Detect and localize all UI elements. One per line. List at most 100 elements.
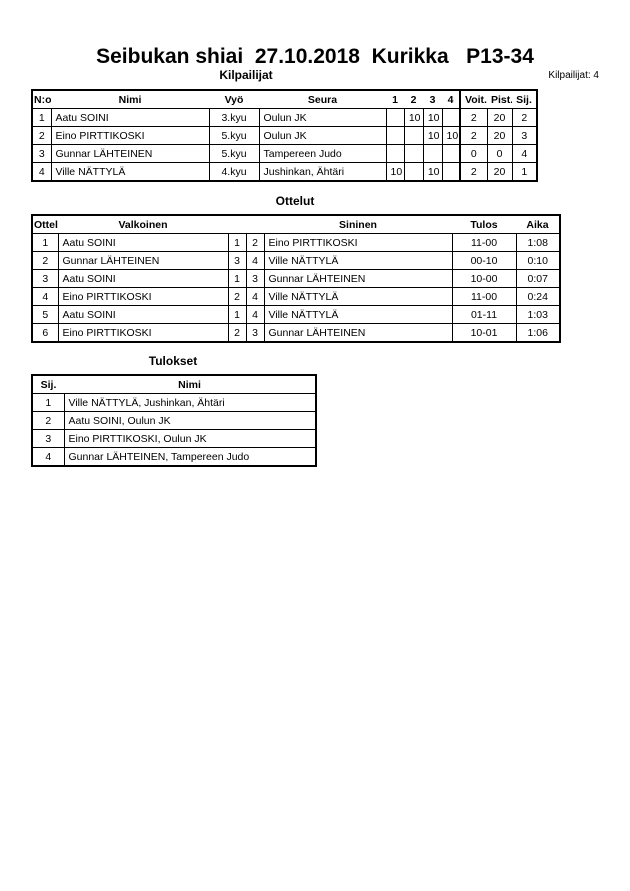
table-cell: 2 [511,108,538,127]
results-heading: Tulokset [148,354,198,368]
table-cell: 0:07 [515,269,561,288]
table-cell: Ville NÄTTYLÄ [50,162,210,182]
column-header: Pist. [487,90,512,109]
table-cell: 3.kyu [208,108,260,127]
competitors-heading: Kilpailijat [219,68,273,82]
table-cell: 4 [31,287,59,306]
table-cell: 0 [459,144,488,163]
column-header: Seura [259,90,386,109]
table-row: 2 Aatu SOINI, Oulun JK [31,411,317,430]
table-cell: 1 [227,233,247,252]
table-cell: Eino PIRTTIKOSKI, Oulun JK [63,429,317,448]
table-cell [441,108,461,127]
table-row: 3 Eino PIRTTIKOSKI, Oulun JK [31,429,317,448]
table-cell [385,108,405,127]
table-row: 3 Gunnar LÄHTEINEN 5.kyu Tampereen Judo 0 0 4 [31,144,538,163]
table-cell: 2 [31,251,59,270]
table-cell: 1 [31,108,52,127]
competitors-table: N:o Nimi Vyö Seura 1 2 3 4 Voit. Pist. Sij. 1 Aatu S… [31,89,538,182]
table-cell: 4 [245,305,265,324]
table-cell: 01-11 [451,305,517,324]
table-cell [441,144,461,163]
table-cell: Aatu SOINI, Oulun JK [63,411,317,430]
table-cell: Gunnar LÄHTEINEN [57,251,229,270]
table-cell: 6 [31,323,59,343]
table-cell: 4 [31,447,65,467]
matches-heading: Ottelut [275,194,315,208]
header-row: N:o Nimi Vyö Seura 1 2 3 4 Voit. Pist. Sij. [32,90,537,109]
table-cell: 4 [245,251,265,270]
table-cell: Jushinkan, Ähtäri [258,162,387,182]
table-cell: 1 [31,393,65,412]
table-cell: 2 [459,108,488,127]
table-cell [385,144,405,163]
column-header: 1 [386,90,404,109]
table-cell [422,144,443,163]
matches-table: OtteluValkoinenSininenTulosAika1Aatu SOI… [31,214,561,343]
column-header: Sij. [32,375,64,394]
table-cell: Aatu SOINI [50,108,210,127]
results-table: Sij. Nimi 1 Ville NÄTTYLÄ, Jushinkan, Ähtär… [31,374,317,467]
table-cell: 3 [227,251,247,270]
table-cell: 11-00 [451,287,517,306]
table-cell: 4 [511,144,538,163]
table-cell: Eino PIRTTIKOSKI [57,323,229,343]
table-cell: Eino PIRTTIKOSKI [263,233,453,252]
table-cell: 10 [403,108,424,127]
table-cell: Ville NÄTTYLÄ [263,287,453,306]
table-cell: 1:08 [515,233,561,252]
table-cell: Gunnar LÄHTEINEN [50,144,210,163]
table-row: 2 Eino PIRTTIKOSKI 5.kyu Oulun JK 10 10 2 20 3 [31,126,538,145]
column-header: 3 [423,90,442,109]
table-cell: Ville NÄTTYLÄ [263,305,453,324]
table-row: 4 Eino PIRTTIKOSKI 2 4 Ville NÄTTYLÄ 11-00 0:2… [31,287,561,306]
table-cell: 1 [227,269,247,288]
column-header: Aika [516,215,560,234]
table-cell: Gunnar LÄHTEINEN [263,323,453,343]
table-cell: 4 [245,287,265,306]
table-row: 5 Aatu SOINI 1 4 Ville NÄTTYLÄ 01-11 1:03 [31,305,561,324]
table-cell: 20 [486,108,513,127]
table-row: 1 Ville NÄTTYLÄ, Jushinkan, Ähtäri [31,393,317,412]
table-cell: Gunnar LÄHTEINEN, Tampereen Judo [63,447,317,467]
column-header: Tulos [452,215,516,234]
table-cell: Ville NÄTTYLÄ [263,251,453,270]
table-cell: 3 [31,429,65,448]
table-cell: 2 [227,287,247,306]
header-row: Sij. Nimi [32,375,316,394]
table-cell: 5 [31,305,59,324]
table-cell: Aatu SOINI [57,233,229,252]
table-cell: Oulun JK [258,108,387,127]
table-cell: 5.kyu [208,144,260,163]
table-cell: Eino PIRTTIKOSKI [50,126,210,145]
table-cell: 0:24 [515,287,561,306]
table-cell: 3 [245,323,265,343]
column-header [246,215,264,234]
table-cell: 3 [31,144,52,163]
table-cell: 2 [459,126,488,145]
table-cell: 1 [511,162,538,182]
table-cell: Gunnar LÄHTEINEN [263,269,453,288]
table-cell: 10 [422,108,443,127]
column-header: Sij. [512,90,537,109]
column-header: 4 [442,90,460,109]
table-cell: Aatu SOINI [57,269,229,288]
table-cell: 20 [486,126,513,145]
column-header: Vyö [209,90,259,109]
table-cell: 20 [486,162,513,182]
table-cell: 2 [31,126,52,145]
table-cell: 2 [31,411,65,430]
table-cell: 5.kyu [208,126,260,145]
column-header: 2 [404,90,423,109]
table-row: 1 Aatu SOINI 1 2 Eino PIRTTIKOSKI 11-00 1:08 [31,233,561,252]
table-cell: 10 [441,126,461,145]
table-cell: 10 [422,126,443,145]
table-cell: 1:03 [515,305,561,324]
competitor-count: Kilpailijat: 4 [548,70,599,81]
table-cell [441,162,461,182]
column-header: Ottelu [32,215,58,234]
table-cell: 1:06 [515,323,561,343]
table-cell: 1 [227,305,247,324]
table-cell: 11-00 [451,233,517,252]
table-row: 4 Ville NÄTTYLÄ 4.kyu Jushinkan, Ähtäri 10 10… [31,162,538,182]
